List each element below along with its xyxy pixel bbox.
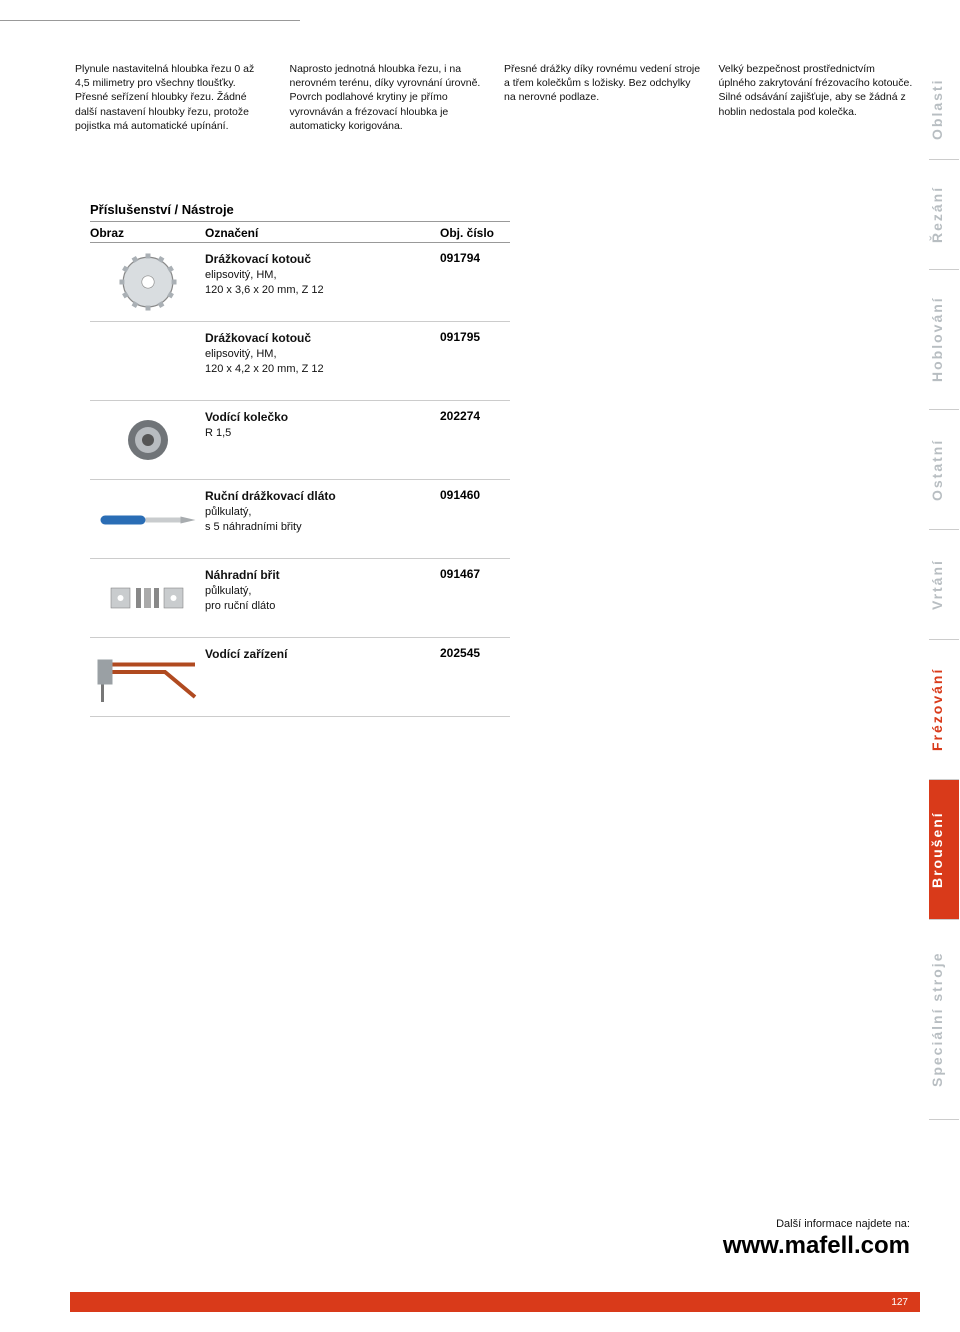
blades-icon: [90, 567, 205, 629]
accessories-table: Příslušenství / Nástroje Obraz Označení …: [90, 202, 510, 717]
side-tab-ostatní[interactable]: Ostatní: [929, 410, 959, 530]
item-code: 091794: [440, 251, 510, 265]
item-name: Náhradní břitpůlkulatý,pro ruční dláto: [205, 567, 440, 615]
sawblade-icon: [90, 251, 205, 313]
feature-4: Velký bezpečnost prostřednictvím úplného…: [719, 62, 916, 133]
item-name: Vodící zařízení: [205, 646, 440, 663]
item-name: Drážkovací kotoučelipsovitý, HM,120 x 4,…: [205, 330, 440, 378]
side-tab-oblasti[interactable]: Oblasti: [929, 60, 959, 160]
item-name: Drážkovací kotoučelipsovitý, HM,120 x 3,…: [205, 251, 440, 299]
side-tab-hoblování[interactable]: Hoblování: [929, 270, 959, 410]
accessories-header: Obraz Označení Obj. číslo: [90, 222, 510, 243]
sawblade-icon: [90, 330, 205, 392]
chisel-icon: [90, 488, 205, 550]
wheel-icon: [90, 409, 205, 471]
item-name: Vodící kolečkoR 1,5: [205, 409, 440, 441]
item-code: 091467: [440, 567, 510, 581]
table-row: Drážkovací kotoučelipsovitý, HM,120 x 3,…: [90, 243, 510, 322]
footer: Další informace najdete na: www.mafell.c…: [723, 1218, 910, 1260]
page-number: 127: [891, 1297, 908, 1308]
table-row: Vodící zařízení202545: [90, 638, 510, 717]
footer-url: www.mafell.com: [723, 1232, 910, 1260]
side-tabs: OblastiŘezáníHoblováníOstatníVrtáníFrézo…: [929, 60, 959, 1120]
feature-3: Přesné drážky díky rovnému vedení stroje…: [504, 62, 701, 133]
side-tab-speciální-stroje[interactable]: Speciální stroje: [929, 920, 959, 1120]
guide-icon: [90, 646, 205, 708]
side-tab-frézování[interactable]: Frézování: [929, 640, 959, 780]
top-divider: [0, 20, 300, 21]
table-row: Náhradní břitpůlkulatý,pro ruční dláto09…: [90, 559, 510, 638]
footer-info: Další informace najdete na:: [723, 1218, 910, 1230]
item-code: 202274: [440, 409, 510, 423]
feature-2: Naprosto jednotná hloubka řezu, i na ner…: [290, 62, 487, 133]
feature-columns: Plynule nastavitelná hloubka řezu 0 až 4…: [75, 62, 915, 133]
page-number-bar: 127: [70, 1292, 920, 1312]
item-name: Ruční drážkovací dlátopůlkulatý,s 5 náhr…: [205, 488, 440, 536]
item-code: 202545: [440, 646, 510, 660]
table-row: Drážkovací kotoučelipsovitý, HM,120 x 4,…: [90, 322, 510, 401]
table-row: Ruční drážkovací dlátopůlkulatý,s 5 náhr…: [90, 480, 510, 559]
feature-1: Plynule nastavitelná hloubka řezu 0 až 4…: [75, 62, 272, 133]
item-code: 091795: [440, 330, 510, 344]
side-tab-vrtání[interactable]: Vrtání: [929, 530, 959, 640]
side-tab-broušení[interactable]: Broušení: [929, 780, 959, 920]
col-header-name: Označení: [205, 226, 440, 240]
side-tab-řezání[interactable]: Řezání: [929, 160, 959, 270]
accessories-title: Příslušenství / Nástroje: [90, 202, 510, 222]
col-header-code: Obj. číslo: [440, 226, 510, 240]
col-header-image: Obraz: [90, 226, 205, 240]
item-code: 091460: [440, 488, 510, 502]
table-row: Vodící kolečkoR 1,5202274: [90, 401, 510, 480]
